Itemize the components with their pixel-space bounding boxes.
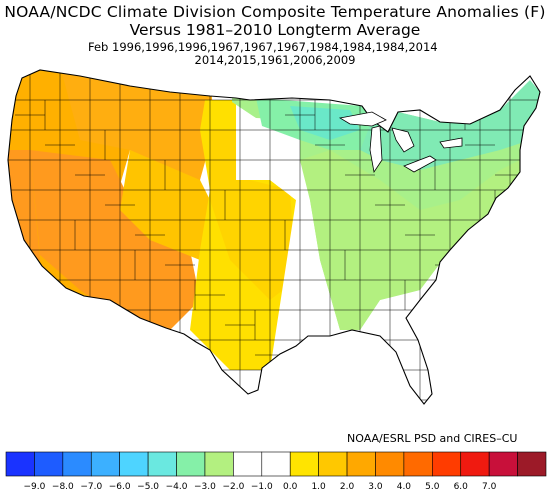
anomaly-fill xyxy=(8,70,540,404)
legend-tick-label: 4.0 xyxy=(397,482,412,492)
map-title: NOAA/NCDC Climate Division Composite Tem… xyxy=(4,3,546,21)
legend-swatch xyxy=(289,451,319,477)
legend-swatch xyxy=(460,451,490,477)
legend-tick-label: −8.0 xyxy=(52,482,74,492)
map-subtitle: Versus 1981–2010 Longterm Average xyxy=(129,21,421,39)
legend-swatch xyxy=(62,451,92,477)
legend-swatch xyxy=(5,451,35,477)
division-boundaries xyxy=(8,70,540,404)
legend-tick-label: −2.0 xyxy=(222,482,244,492)
legend-swatch xyxy=(233,451,263,477)
legend-swatch xyxy=(432,451,462,477)
legend-swatch xyxy=(403,451,433,477)
legend-tick-label: −9.0 xyxy=(23,482,45,492)
legend-tick-label: 3.0 xyxy=(368,482,383,492)
legend-swatch xyxy=(346,451,376,477)
composite-years-line-2: 2014,2015,1961,2006,2009 xyxy=(194,53,356,67)
composite-years-line-1: Feb 1996,1996,1996,1967,1967,1967,1984,1… xyxy=(88,40,438,54)
legend-swatch xyxy=(318,451,348,477)
legend-swatch xyxy=(261,451,291,477)
legend-tick-label: 6.0 xyxy=(454,482,469,492)
legend-swatch xyxy=(90,451,120,477)
legend-swatch xyxy=(517,451,547,477)
legend-tick-label: 2.0 xyxy=(340,482,355,492)
us-climate-division-map xyxy=(7,69,541,405)
legend-tick-label: −7.0 xyxy=(80,482,102,492)
legend-tick-label: −4.0 xyxy=(166,482,188,492)
legend-tick-label: −3.0 xyxy=(194,482,216,492)
legend-tick-label: 1.0 xyxy=(311,482,326,492)
legend-tick-label: −6.0 xyxy=(109,482,131,492)
legend-tick-label: −5.0 xyxy=(137,482,159,492)
legend-swatch xyxy=(119,451,149,477)
color-legend: −9.0 −8.0 −7.0 −6.0 −5.0 −4.0 −3.0 −2.0 −1.0 0.0 1… xyxy=(5,451,547,492)
legend-swatch xyxy=(204,451,234,477)
legend-swatch xyxy=(34,451,64,477)
legend-swatch xyxy=(375,451,405,477)
legend-swatch xyxy=(488,451,518,477)
great-lakes xyxy=(338,111,463,174)
legend-tick-label: −1.0 xyxy=(251,482,273,492)
legend-tick-label: 7.0 xyxy=(482,482,497,492)
legend-swatch xyxy=(147,451,177,477)
legend-tick-label: 0.0 xyxy=(283,482,298,492)
data-credit: NOAA/ESRL PSD and CIRES–CU xyxy=(347,432,518,445)
legend-tick-label: 5.0 xyxy=(425,482,440,492)
legend-swatch xyxy=(176,451,206,477)
